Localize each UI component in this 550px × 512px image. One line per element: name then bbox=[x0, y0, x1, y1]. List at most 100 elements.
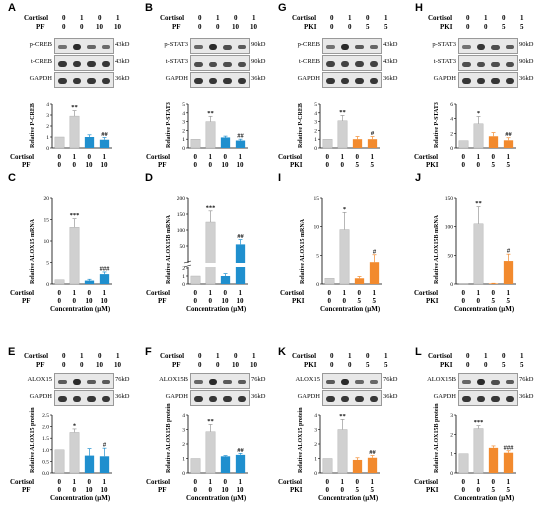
y-tick-label: 1 bbox=[450, 452, 453, 458]
western-blot-1 bbox=[458, 390, 518, 406]
x-treatment-label: PF bbox=[158, 486, 167, 494]
x-cortisol-label: Cortisol bbox=[414, 153, 439, 161]
western-blot-1-label: t-CREB bbox=[299, 58, 320, 65]
bar bbox=[205, 431, 216, 474]
significance-label: # bbox=[371, 130, 375, 137]
cortisol-label: Cortisol bbox=[292, 352, 317, 360]
x-treatment-value: 5 bbox=[370, 161, 375, 169]
panel-letter-c: C bbox=[8, 172, 16, 184]
y-tick-label: 15 bbox=[314, 196, 320, 202]
treatment-value: 0 bbox=[348, 361, 352, 369]
panel-letter-d: D bbox=[145, 172, 153, 184]
condition-header: Cortisol PF 0 1 0 1 0 0 10 10 bbox=[160, 14, 280, 34]
x-treatment-value: 0 bbox=[208, 297, 213, 305]
western-blot-2-label: GAPDH bbox=[297, 75, 320, 82]
treatment-value: 0 bbox=[330, 23, 334, 31]
y-tick-label: 1 bbox=[182, 137, 185, 143]
band bbox=[223, 61, 232, 67]
treatment-value: 0 bbox=[62, 361, 66, 369]
panel-letter-a: A bbox=[8, 2, 16, 14]
y-tick-label: 4 bbox=[450, 117, 453, 123]
y-tick-label: 0 bbox=[46, 282, 49, 288]
significance-label: # bbox=[507, 248, 511, 255]
y-tick-label: 0 bbox=[450, 471, 453, 477]
y-tick-label: 0 bbox=[182, 146, 185, 152]
band bbox=[237, 78, 246, 84]
x-treatment-label: PF bbox=[22, 297, 31, 305]
significance-label: ### bbox=[100, 265, 111, 272]
x-treatment-value: 0 bbox=[461, 486, 466, 494]
band bbox=[208, 378, 217, 386]
x-cortisol-value: 1 bbox=[506, 289, 511, 297]
band bbox=[505, 396, 514, 402]
bar bbox=[473, 428, 484, 474]
cortisol-value: 0 bbox=[98, 352, 102, 360]
band bbox=[208, 43, 217, 51]
x-cortisol-value: 1 bbox=[208, 153, 213, 161]
x-cortisol-value: 1 bbox=[208, 289, 213, 297]
y-tick-label: 1 bbox=[314, 457, 317, 463]
x-treatment-value: 0 bbox=[208, 486, 213, 494]
bar bbox=[337, 120, 348, 149]
band bbox=[58, 78, 67, 84]
band bbox=[505, 44, 514, 50]
cortisol-value: 1 bbox=[252, 14, 256, 22]
x-cortisol-label: Cortisol bbox=[414, 289, 439, 297]
x-cortisol-value: 1 bbox=[72, 478, 77, 486]
treatment-value: 5 bbox=[384, 361, 388, 369]
band bbox=[194, 396, 203, 402]
cortisol-value: 0 bbox=[234, 352, 238, 360]
y-tick-label: 3 bbox=[182, 120, 185, 126]
y-tick-label: 3 bbox=[314, 120, 317, 126]
significance-label: ## bbox=[505, 131, 512, 138]
western-blot-1 bbox=[458, 55, 518, 71]
bar bbox=[458, 140, 469, 149]
western-blot-0-kd: 43kD bbox=[115, 41, 130, 48]
x-treatment-value: 5 bbox=[357, 297, 362, 305]
x-cortisol-value: 0 bbox=[223, 478, 228, 486]
condition-header: Cortisol PF 0 1 0 1 0 0 10 10 bbox=[160, 352, 280, 372]
x-cortisol-value: 1 bbox=[72, 289, 77, 297]
band bbox=[369, 78, 378, 84]
y-tick-label: 0 bbox=[314, 471, 317, 477]
cortisol-value: 1 bbox=[384, 14, 388, 22]
western-blot-1-label: GAPDH bbox=[297, 393, 320, 400]
bar-chart-i: 0 5 10 15 * # bbox=[314, 196, 382, 288]
bar bbox=[337, 429, 348, 474]
band bbox=[462, 78, 471, 84]
significance-label: *** bbox=[474, 419, 484, 426]
western-blot-1-kd: 90kD bbox=[519, 58, 534, 65]
treatment-value: 10 bbox=[250, 361, 257, 369]
x-treatment-value: 10 bbox=[85, 486, 93, 494]
panel-letter-h: H bbox=[415, 2, 423, 14]
x-treatment-value: 10 bbox=[100, 161, 108, 169]
bar-chart-g: 0 1 2 3 4 5 ** # bbox=[314, 102, 380, 152]
western-blot-1-kd: 90kD bbox=[251, 58, 266, 65]
y-axis-label: Relative P-CREB bbox=[30, 103, 36, 148]
band bbox=[340, 378, 349, 386]
y-axis-label: Relative ALOX15B mRNA bbox=[166, 215, 172, 284]
bar bbox=[99, 139, 110, 148]
y-tick-label: 1 bbox=[182, 457, 185, 463]
x-cortisol-value: 1 bbox=[208, 478, 213, 486]
x-cortisol-value: 0 bbox=[193, 478, 198, 486]
x-treatment-label: PKI bbox=[426, 297, 439, 305]
y-tick-label: 6 bbox=[450, 102, 453, 108]
cortisol-value: 1 bbox=[484, 14, 488, 22]
bar-chart-h: 0 2 4 6 * ## bbox=[450, 102, 516, 152]
band bbox=[72, 378, 81, 386]
x-treatment-label: PKI bbox=[292, 297, 305, 305]
bar bbox=[69, 227, 80, 285]
y-tick-label: 2 bbox=[314, 128, 317, 134]
band bbox=[476, 396, 485, 402]
y-tick-label: 0 bbox=[314, 146, 317, 152]
y-tick-label: 50 bbox=[448, 253, 454, 259]
band bbox=[208, 61, 217, 67]
cortisol-value: 0 bbox=[234, 14, 238, 22]
x-cortisol-value: 0 bbox=[461, 153, 466, 161]
western-blot-0 bbox=[190, 373, 250, 389]
x-treatment-value: 10 bbox=[85, 297, 93, 305]
treatment-value: 0 bbox=[216, 361, 220, 369]
x-axis-concentration-label: Concentration (μM) bbox=[454, 494, 515, 502]
treatment-value: 10 bbox=[232, 23, 239, 31]
